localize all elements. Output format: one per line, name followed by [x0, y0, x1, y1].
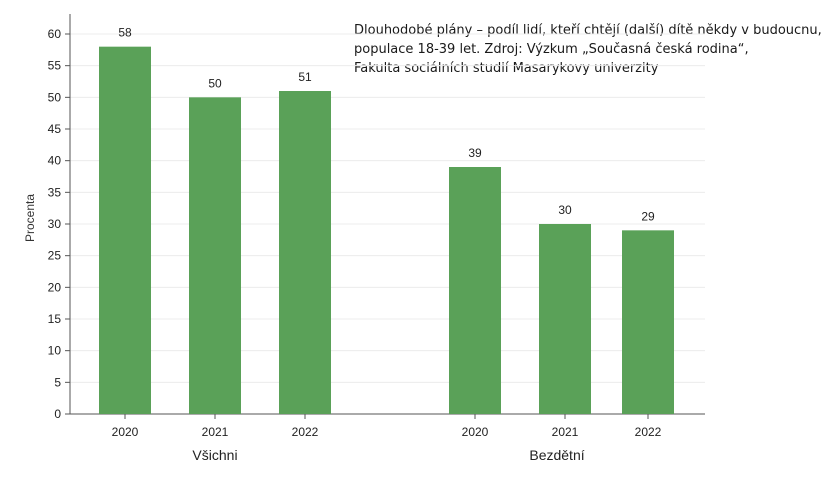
x-tick-label: 2020 — [112, 425, 139, 439]
bar-value-label: 58 — [118, 26, 132, 40]
axis-layer: 0 5 10 15 20 25 30 35 40 45 50 55 60 2020 2021 2022 Všic… — [48, 14, 705, 463]
x-tick-label: 2022 — [292, 425, 319, 439]
bar — [449, 167, 501, 414]
y-tick-label: 45 — [48, 122, 62, 136]
y-tick-label: 25 — [48, 249, 62, 263]
grid-layer — [70, 33, 705, 383]
bar — [189, 97, 241, 414]
y-tick-label: 60 — [48, 27, 62, 41]
y-tick-label: 10 — [48, 344, 62, 358]
y-axis-label: Procenta — [23, 194, 37, 242]
bar — [99, 46, 151, 415]
bar-layer: 58 50 51 39 30 29 — [99, 26, 674, 415]
y-tick-label: 30 — [48, 217, 62, 231]
bar-value-label: 29 — [641, 209, 655, 223]
y-tick-label: 15 — [48, 312, 62, 326]
bar-value-label: 51 — [298, 70, 312, 84]
bar — [279, 91, 331, 414]
x-tick-label: 2022 — [635, 425, 662, 439]
x-tick-label: 2021 — [202, 425, 229, 439]
bar-value-label: 30 — [558, 203, 572, 217]
bar — [539, 224, 591, 414]
bar-value-label: 50 — [208, 76, 222, 90]
chart-title-line: populace 18-39 let. Zdroj: Výzkum „Souča… — [354, 42, 749, 57]
y-tick-label: 5 — [54, 375, 61, 389]
group-label: Všichni — [192, 447, 237, 463]
x-tick-label: 2021 — [552, 425, 579, 439]
y-tick-label: 55 — [48, 59, 62, 73]
bar-value-label: 39 — [468, 146, 482, 160]
bar — [622, 230, 674, 414]
y-tick-label: 50 — [48, 90, 62, 104]
group-label: Bezdětní — [529, 447, 584, 463]
y-tick-label: 35 — [48, 185, 62, 199]
x-tick-label: 2020 — [462, 425, 489, 439]
chart-title-line: Fakulta sociálních studií Masarykovy uni… — [354, 61, 659, 76]
y-tick-label: 40 — [48, 154, 62, 168]
y-tick-label: 20 — [48, 280, 62, 294]
y-tick-label: 0 — [54, 407, 61, 421]
